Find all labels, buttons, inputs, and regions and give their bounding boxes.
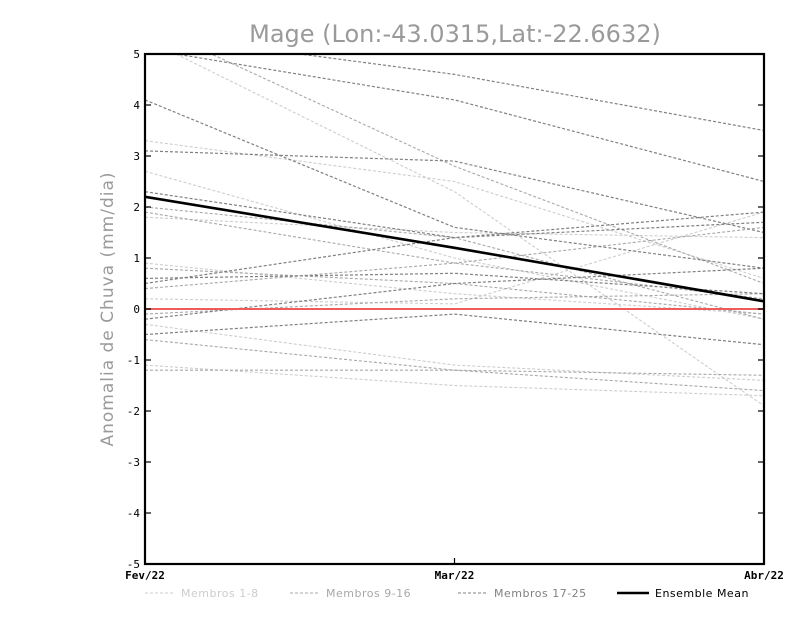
x-tick-label: Abr/22: [744, 569, 784, 582]
legend-label: Membros 17-25: [494, 587, 587, 600]
legend-label: Ensemble Mean: [655, 587, 749, 600]
series-line-membro-5: [145, 262, 764, 315]
series-line-membro-15: [145, 339, 764, 376]
series-line-membro-18: [172, 54, 764, 183]
series-line-membro-13: [145, 226, 764, 290]
x-tick-label: Fev/22: [125, 569, 165, 582]
legend-label: Membros 9-16: [326, 587, 411, 600]
y-tick-label: 4: [133, 99, 140, 112]
y-tick-label: -1: [127, 354, 140, 367]
y-tick-label: 2: [133, 201, 140, 214]
series-line-membro-4: [145, 216, 764, 239]
y-tick-label: -3: [127, 456, 140, 469]
series-line-membro-9: [210, 54, 764, 285]
series-line-membro-16: [145, 369, 764, 392]
series-line-membro-2: [145, 140, 764, 279]
y-tick-label: -5: [127, 558, 140, 571]
y-tick-label: 1: [133, 252, 140, 265]
series-line-membro-7: [145, 323, 764, 381]
x-tick-label: Mar/22: [435, 569, 475, 582]
legend-label: Membros 1-8: [181, 587, 259, 600]
plot-lines: [145, 54, 764, 407]
y-tick-label: -4: [127, 507, 141, 520]
y-tick-label: -2: [127, 405, 140, 418]
y-tick-label: 0: [133, 303, 140, 316]
series-line-membro-12: [145, 267, 764, 315]
series-line-membro-3: [145, 170, 764, 320]
series-line-membro-23: [145, 272, 764, 295]
series-line-membro-24: [145, 313, 764, 346]
series-line-ensemble-mean: [145, 195, 764, 303]
mean-line-layer: [145, 195, 764, 303]
series-line-membro-14: [145, 293, 764, 315]
series-line-membro-21: [145, 191, 764, 239]
series-line-membro-20: [145, 150, 764, 234]
y-axis-label: Anomalia de Chuva (mm/dia): [98, 171, 118, 446]
series-line-membro-25: [145, 267, 764, 320]
chart-title: Mage (Lon:-43.0315,Lat:-22.6632): [249, 20, 661, 48]
legend: Membros 1-8 Membros 9-16 Membros 17-25 Ense…: [145, 587, 749, 600]
series-line-membro-8: [145, 364, 764, 397]
axis-ticks: -5 -4 -3 -2 -1 0 1 2 3 4 5 Fev/22 Mar/22 Abr/22: [125, 48, 784, 582]
y-tick-label: 5: [133, 48, 140, 61]
y-tick-label: 3: [133, 150, 140, 163]
series-line-membro-17: [295, 54, 764, 132]
series-line-membro-22: [145, 211, 764, 285]
series-line-membro-19: [145, 99, 764, 269]
